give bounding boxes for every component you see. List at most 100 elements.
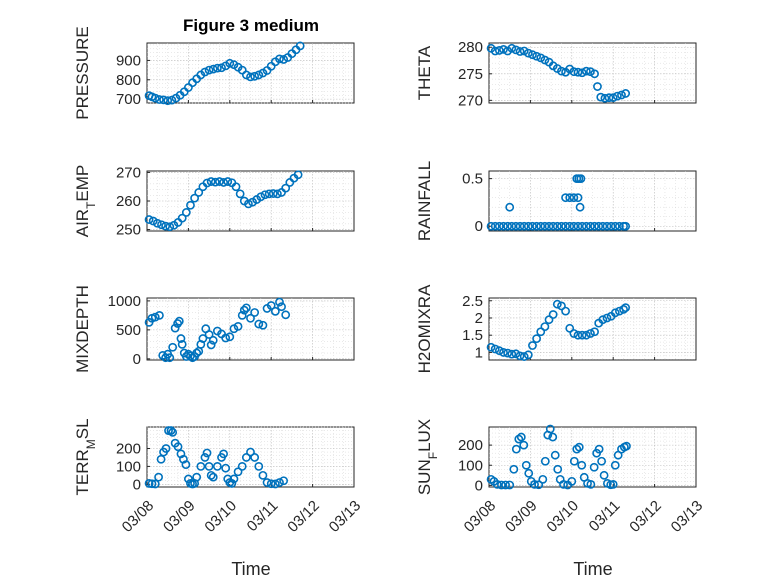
data-point: [569, 193, 579, 203]
data-point: [540, 221, 550, 231]
data-point: [599, 470, 609, 480]
data-point: [553, 464, 563, 474]
data-point: [519, 221, 529, 231]
data-point: [167, 95, 177, 105]
data-point: [534, 480, 544, 490]
y-tick-label: 1: [475, 344, 483, 361]
data-point: [619, 304, 628, 314]
data-point: [144, 215, 154, 224]
data-point: [268, 189, 278, 198]
data-point: [490, 46, 500, 56]
data-point: [202, 448, 212, 458]
x-axis-label-right: Time: [573, 559, 612, 579]
data-point: [486, 342, 496, 352]
y-tick-label: 0.5: [462, 171, 483, 188]
data-point: [569, 456, 579, 466]
data-point: [540, 456, 550, 466]
data-point: [250, 71, 260, 81]
data-point: [235, 189, 245, 199]
data-point: [608, 93, 618, 103]
y-tick-label: 100: [458, 457, 483, 474]
data-point: [593, 82, 602, 91]
y-tick-label: 275: [458, 66, 483, 83]
data-point: [557, 66, 566, 76]
data-point: [217, 63, 226, 73]
data-point: [511, 221, 521, 231]
data-point: [528, 50, 537, 60]
data-point: [176, 334, 186, 343]
data-point: [155, 310, 164, 320]
data-point: [246, 313, 255, 323]
data-point: [196, 462, 206, 471]
data-point: [181, 352, 191, 361]
x-tick-label: 03/13: [668, 497, 707, 536]
data-point: [600, 93, 610, 103]
data-point: [181, 460, 191, 470]
y-tick-label: 270: [458, 92, 483, 109]
data-point: [237, 462, 247, 471]
data-point: [523, 221, 533, 231]
data-point: [501, 480, 510, 490]
data-point: [208, 472, 218, 482]
data-point: [295, 41, 305, 51]
data-point: [277, 302, 286, 312]
data-point: [246, 72, 255, 82]
data-point: [536, 221, 546, 231]
data-point: [617, 90, 626, 100]
data-point: [615, 221, 624, 231]
data-point: [521, 460, 531, 470]
data-point: [581, 221, 591, 231]
data-point: [621, 221, 631, 231]
data-point: [241, 70, 251, 80]
x-axis-label-left: Time: [231, 559, 270, 579]
data-point: [544, 315, 554, 325]
y-axis-label-pressure: PRESSURE: [73, 26, 92, 120]
data-point: [602, 221, 612, 231]
data-point: [206, 470, 216, 480]
x-tick-label: 03/09: [160, 497, 199, 536]
data-point: [575, 202, 585, 212]
data-point: [515, 221, 525, 231]
data-point: [219, 178, 228, 187]
data-point: [552, 299, 562, 309]
data-point: [561, 306, 570, 316]
data-point: [586, 221, 595, 231]
data-point: [536, 327, 546, 337]
data-point: [221, 333, 231, 343]
data-point: [552, 221, 562, 231]
y-tick-label: 0: [133, 476, 141, 493]
panel-rainfall: 0 0.5 RAINFALL: [415, 161, 697, 241]
data-point: [254, 70, 264, 80]
data-point: [550, 450, 560, 460]
data-point: [206, 340, 216, 350]
data-point: [586, 479, 596, 489]
data-point: [233, 321, 243, 331]
data-point: [519, 440, 529, 450]
y-tick-label: 100: [116, 458, 141, 475]
panel-mixdepth: 0 500 1000 MIXDEPTH: [73, 285, 355, 373]
data-point: [604, 93, 614, 103]
data-point: [606, 221, 616, 231]
y-axis-label-theta: THETA: [415, 45, 434, 100]
y-tick-label: 900: [116, 52, 141, 69]
data-point: [577, 460, 587, 470]
y-tick-label: 800: [116, 72, 141, 89]
data-point: [150, 93, 160, 103]
data-point: [528, 341, 537, 350]
data-point: [621, 89, 631, 98]
data-point: [486, 221, 496, 231]
y-tick-label: 2: [475, 310, 483, 327]
data-point: [528, 221, 537, 231]
data-point: [266, 301, 276, 310]
data-point: [561, 221, 570, 231]
data-point: [594, 444, 604, 454]
data-point: [231, 182, 241, 192]
x-tick-label: 03/11: [586, 497, 624, 535]
data-point: [177, 339, 187, 349]
data-point: [246, 447, 255, 457]
data-point: [557, 221, 566, 231]
data-point: [194, 188, 204, 197]
data-point: [569, 221, 579, 231]
data-point: [573, 67, 583, 77]
data-point: [258, 320, 268, 330]
